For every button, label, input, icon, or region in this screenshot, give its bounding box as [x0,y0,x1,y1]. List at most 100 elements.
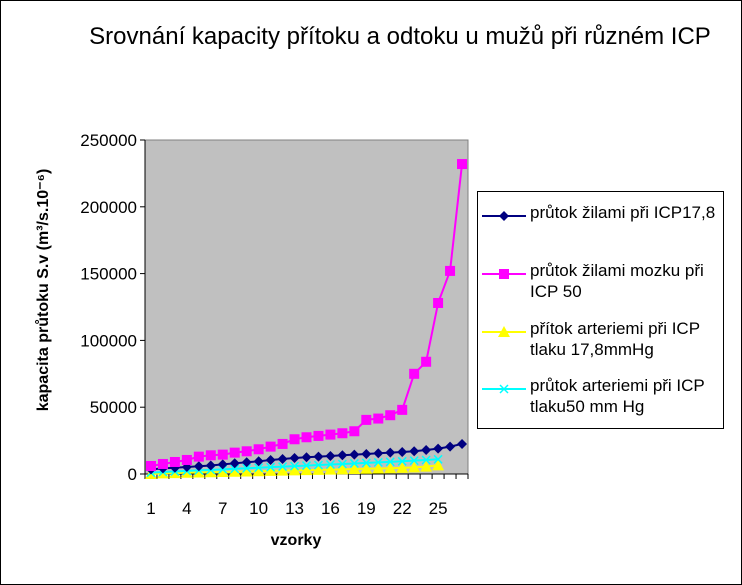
data-point [193,451,204,462]
data-point [145,460,156,471]
legend-swatch-diamond [482,211,526,221]
data-point [277,438,288,449]
data-point [253,444,264,455]
data-point [229,458,240,469]
data-point [396,461,409,473]
data-point [217,459,228,470]
y-tick-label: 250000 [80,131,137,150]
plot-area [144,139,469,475]
data-point [301,461,312,471]
data-point [277,454,288,465]
data-point [301,432,312,443]
data-point [264,464,277,476]
data-point [420,460,433,472]
data-point [361,458,371,468]
data-point [337,459,347,469]
data-point [289,434,300,445]
data-point [409,456,419,466]
data-point [421,444,432,455]
data-point [288,464,301,476]
x-tick-label: 22 [393,499,412,518]
series-square [145,159,468,471]
legend-marker [499,384,509,394]
data-point [313,430,324,441]
data-point [254,463,264,473]
data-point [457,438,468,449]
data-point [228,465,241,477]
data-point [252,465,265,477]
data-point [349,458,359,468]
data-point [408,461,421,473]
data-point [266,462,276,472]
data-point [372,462,385,474]
data-point [253,456,264,467]
data-point [397,456,407,466]
x-tick-label: 7 [218,499,227,518]
data-point [265,441,276,452]
data-point [230,464,240,474]
data-point [289,452,300,463]
data-point [192,466,205,478]
data-point [325,429,336,440]
data-point [384,462,397,474]
x-tick-label: 25 [429,499,448,518]
data-point [421,356,432,367]
data-point [457,159,468,170]
data-point [216,465,229,477]
data-point [205,460,216,471]
data-point [385,457,395,467]
y-tick-label: 200000 [80,198,137,217]
legend-marker [498,326,510,337]
data-point [349,449,360,460]
data-point [337,428,348,439]
legend-label: průtok arteriemi při ICP tlaku50 mm Hg [530,376,705,416]
data-point [433,297,444,308]
data-point [313,451,324,462]
data-point [242,463,252,473]
data-point [193,461,204,472]
data-point [360,462,373,474]
x-tick-label: 1 [146,499,155,518]
legend-label: průtok žilami mozku při ICP 50 [530,261,704,301]
data-point [349,426,360,437]
data-point [157,458,168,469]
legend-marker [499,269,509,279]
data-point [385,410,396,421]
data-point [313,460,323,470]
x-tick-label: 10 [249,499,268,518]
data-point [421,455,431,465]
data-point [276,464,289,476]
x-tick-label: 19 [357,499,376,518]
legend-item: průtok žilami mozku při ICP 50 [478,260,723,310]
data-point [433,454,443,464]
y-axis-label: kapacita průtoku S.v (m³/s.10⁻⁶) [35,169,52,412]
data-point [217,449,228,460]
data-point [265,454,276,465]
data-point [240,465,253,477]
legend-item: průtok arteriemi při ICP tlaku50 mm Hg [478,375,723,425]
data-point [409,368,420,379]
data-point [204,466,217,478]
data-point [229,447,240,458]
data-point [432,459,445,471]
data-point [348,463,361,475]
legend-marker [499,211,509,221]
data-point [337,450,348,461]
data-point [325,459,335,470]
data-point [361,448,372,459]
y-tick-label: 100000 [80,331,137,350]
data-point [409,446,420,457]
data-point [180,466,193,478]
x-tick-label: 4 [182,499,191,518]
data-point [325,450,336,461]
y-tick-label: 50000 [90,398,137,417]
legend-label: průtok žilami při ICP17,8 [530,203,716,222]
x-tick-label: 16 [321,499,340,518]
data-point [373,448,384,459]
chart-title: Srovnání kapacity přítoku a odtoku u muž… [89,23,711,50]
data-point [433,443,444,454]
data-point [241,446,252,457]
legend-label: přítok arteriemi při ICP tlaku 17,8mmHg [530,319,700,359]
data-point [373,457,383,467]
